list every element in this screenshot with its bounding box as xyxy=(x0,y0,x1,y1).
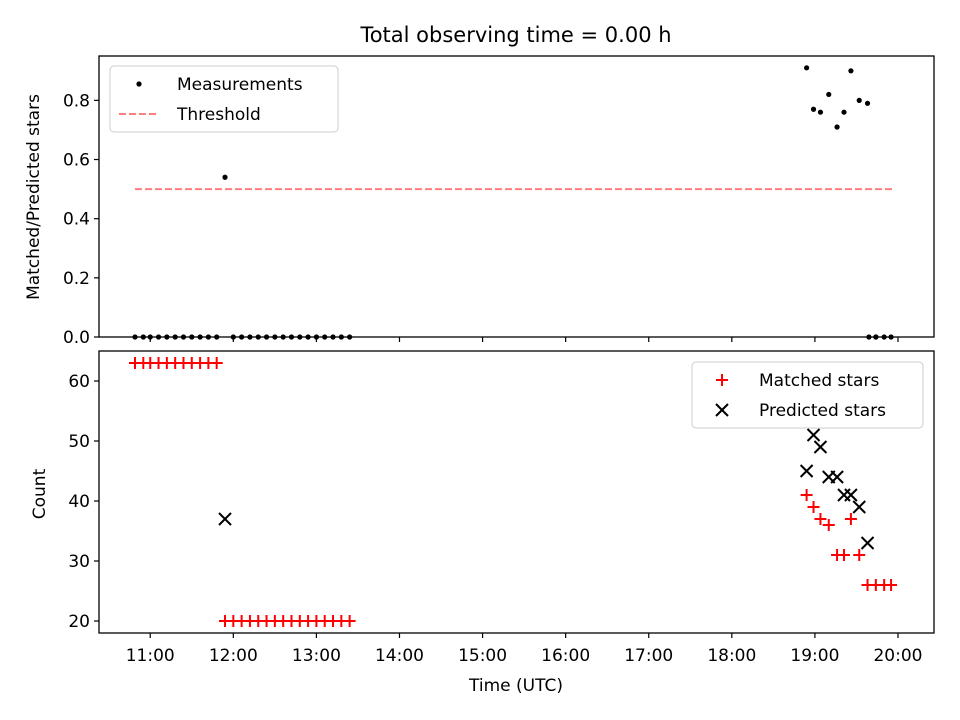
bottom-legend-box xyxy=(691,361,924,429)
measurement-point xyxy=(841,109,847,115)
measurement-point xyxy=(222,174,228,180)
y-tick-label: 0.2 xyxy=(63,269,90,289)
bottom-y-ticks: 20 30 40 50 60 xyxy=(68,372,99,632)
x-axis-label: Time (UTC) xyxy=(468,676,563,696)
y-tick-label: 40 xyxy=(68,492,90,512)
x-tick-label: 16:00 xyxy=(541,646,590,666)
bottom-legend: Matched stars Predicted stars xyxy=(691,361,924,429)
top-legend: Measurements Threshold xyxy=(109,65,339,133)
legend-threshold-label: Threshold xyxy=(176,105,261,125)
measurement-point xyxy=(848,68,854,74)
chart-title: Total observing time = 0.00 h xyxy=(359,23,671,47)
x-tick-label: 19:00 xyxy=(790,646,839,666)
measurement-point xyxy=(856,97,862,103)
matched-stars-point xyxy=(210,357,223,369)
matched-stars-point xyxy=(844,513,857,525)
x-tick-label: 14:00 xyxy=(375,646,424,666)
y-tick-label: 60 xyxy=(68,372,90,392)
y-tick-label: 30 xyxy=(68,552,90,572)
y-tick-label: 0.8 xyxy=(63,91,90,111)
bottom-axes: Count Time (UTC) 20 30 40 50 60 11:00 12:00 13… xyxy=(30,350,935,696)
matched-stars-point xyxy=(343,615,356,627)
matched-stars-point xyxy=(822,519,835,531)
predicted-stars-point xyxy=(860,536,875,550)
matched-stars-point xyxy=(837,549,850,561)
x-tick-label: 20:00 xyxy=(873,646,922,666)
predicted-stars-point xyxy=(830,470,844,484)
top-x-ticks xyxy=(149,337,899,342)
x-tick-label: 13:00 xyxy=(292,646,341,666)
measurement-point xyxy=(826,91,832,98)
legend-measurements-label: Measurements xyxy=(177,75,303,95)
predicted-stars-point xyxy=(799,464,814,478)
bottom-x-ticks: 11:00 12:00 13:00 14:00 15:00 16:00 17:00 18:00… xyxy=(126,633,922,666)
matched-stars-point xyxy=(800,489,813,501)
x-tick-label: 17:00 xyxy=(624,646,673,666)
x-tick-label: 18:00 xyxy=(707,646,756,666)
x-tick-label: 15:00 xyxy=(458,646,507,666)
top-legend-box xyxy=(109,65,339,133)
predicted-stars-point xyxy=(806,428,821,442)
top-axes: Total observing time = 0.00 h Matched/Pr… xyxy=(24,23,935,348)
top-y-axis-label: Matched/Predicted stars xyxy=(24,94,44,300)
top-y-ticks: 0.0 0.2 0.4 0.6 0.8 xyxy=(63,91,99,348)
y-tick-label: 20 xyxy=(68,612,90,632)
y-tick-label: 0.6 xyxy=(63,151,90,171)
legend-matched-label: Matched stars xyxy=(759,371,879,391)
y-tick-label: 50 xyxy=(68,432,90,452)
predicted-stars-point xyxy=(218,512,232,526)
measurement-point xyxy=(834,124,840,130)
bottom-y-axis-label: Count xyxy=(30,468,50,519)
bottom-axes-frame xyxy=(98,350,935,634)
legend-matched-marker xyxy=(716,374,728,386)
legend-predicted-marker xyxy=(715,403,729,417)
y-tick-label: 0.4 xyxy=(63,210,90,230)
matched-stars-point xyxy=(885,579,898,591)
measurement-point xyxy=(810,106,817,112)
matched-stars-point xyxy=(853,549,866,561)
predicted-stars-point xyxy=(837,488,851,502)
matched-stars-point xyxy=(807,501,820,513)
predicted-stars-point xyxy=(813,440,828,454)
bottom-plot-area xyxy=(129,357,898,627)
predicted-stars-point xyxy=(844,488,858,502)
legend-predicted-label: Predicted stars xyxy=(759,401,886,421)
predicted-stars-point xyxy=(852,500,866,514)
measurement-point xyxy=(817,109,824,115)
matched-stars-point xyxy=(814,513,827,525)
x-tick-label: 11:00 xyxy=(126,646,175,666)
x-tick-label: 12:00 xyxy=(209,646,258,666)
measurement-point xyxy=(804,65,810,71)
top-axes-frame xyxy=(98,55,935,338)
legend-measurements-marker xyxy=(136,81,142,87)
y-tick-label: 0.0 xyxy=(63,328,90,348)
measurement-point xyxy=(864,100,871,106)
